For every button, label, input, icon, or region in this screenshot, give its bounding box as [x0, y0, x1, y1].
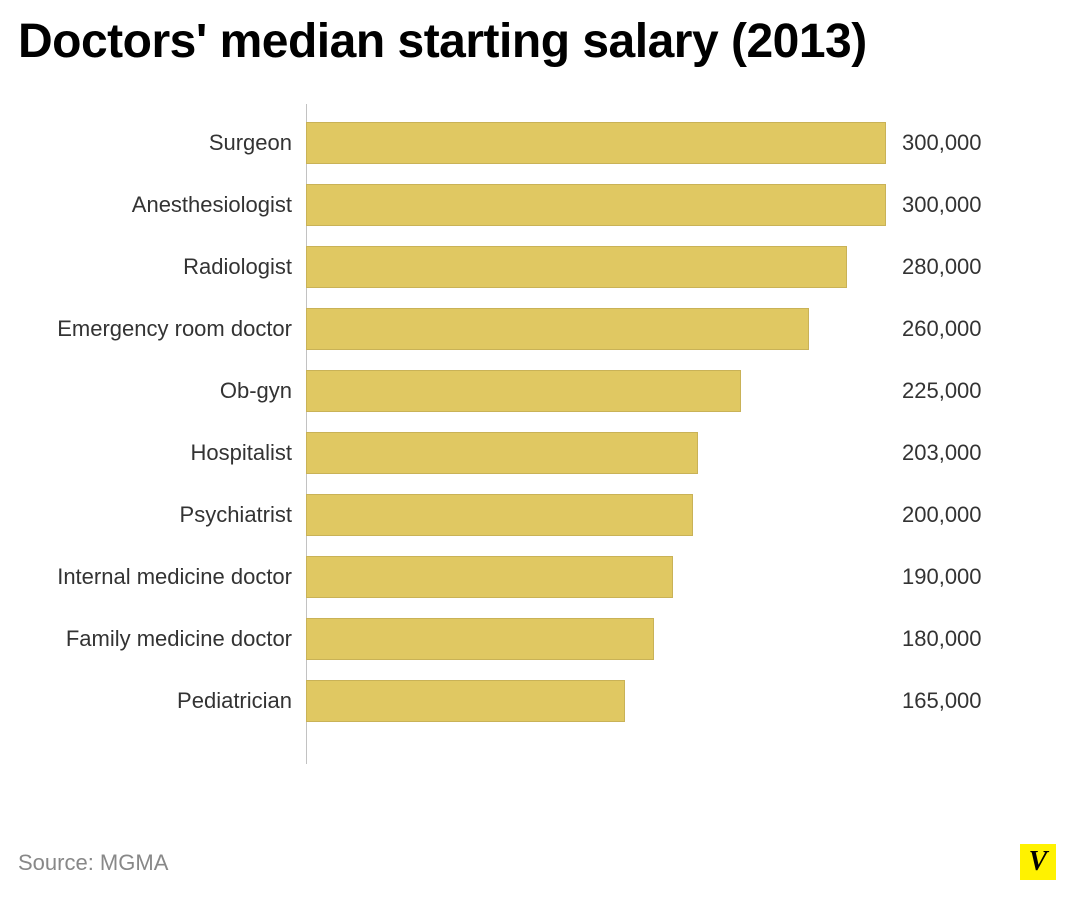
value-label: 300,000: [886, 130, 982, 156]
category-label: Pediatrician: [38, 688, 306, 714]
bar-track: [306, 608, 886, 670]
value-label: 280,000: [886, 254, 982, 280]
bar: [306, 308, 809, 350]
bar: [306, 618, 654, 660]
chart-row: Internal medicine doctor 190,000: [38, 546, 1056, 608]
category-label: Internal medicine doctor: [38, 564, 306, 590]
bar-track: [306, 174, 886, 236]
bar: [306, 246, 847, 288]
source-caption: Source: MGMA: [18, 850, 168, 876]
value-label: 260,000: [886, 316, 982, 342]
category-label: Radiologist: [38, 254, 306, 280]
category-label: Ob-gyn: [38, 378, 306, 404]
bar-track: [306, 112, 886, 174]
value-label: 180,000: [886, 626, 982, 652]
bar: [306, 680, 625, 722]
bar-track: [306, 298, 886, 360]
category-label: Surgeon: [38, 130, 306, 156]
vox-logo-text: V: [1029, 846, 1048, 878]
chart-container: Doctors' median starting salary (2013) S…: [0, 0, 1074, 898]
bar: [306, 556, 673, 598]
bar-track: [306, 484, 886, 546]
chart-row: Anesthesiologist 300,000: [38, 174, 1056, 236]
bar: [306, 122, 886, 164]
bar: [306, 494, 693, 536]
bar-track: [306, 236, 886, 298]
chart-row: Psychiatrist 200,000: [38, 484, 1056, 546]
value-label: 165,000: [886, 688, 982, 714]
chart-row: Pediatrician 165,000: [38, 670, 1056, 732]
category-label: Family medicine doctor: [38, 626, 306, 652]
chart-title: Doctors' median starting salary (2013): [18, 16, 1056, 68]
value-label: 200,000: [886, 502, 982, 528]
vox-logo: V: [1020, 844, 1056, 880]
bar: [306, 184, 886, 226]
bar-track: [306, 546, 886, 608]
chart-row: Emergency room doctor 260,000: [38, 298, 1056, 360]
chart-row: Radiologist 280,000: [38, 236, 1056, 298]
bar: [306, 370, 741, 412]
bar-track: [306, 360, 886, 422]
bar-track: [306, 422, 886, 484]
chart-row: Hospitalist 203,000: [38, 422, 1056, 484]
category-label: Emergency room doctor: [38, 316, 306, 342]
value-label: 225,000: [886, 378, 982, 404]
bar-track: [306, 670, 886, 732]
chart-row: Ob-gyn 225,000: [38, 360, 1056, 422]
chart-row: Family medicine doctor 180,000: [38, 608, 1056, 670]
category-label: Anesthesiologist: [38, 192, 306, 218]
chart-row: Surgeon 300,000: [38, 112, 1056, 174]
category-label: Hospitalist: [38, 440, 306, 466]
bar-chart: Surgeon 300,000 Anesthesiologist 300,000 Rad…: [38, 112, 1056, 732]
value-label: 300,000: [886, 192, 982, 218]
value-label: 203,000: [886, 440, 982, 466]
category-label: Psychiatrist: [38, 502, 306, 528]
value-label: 190,000: [886, 564, 982, 590]
bar: [306, 432, 698, 474]
